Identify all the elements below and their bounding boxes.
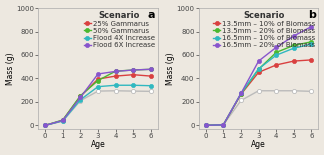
16.5mm – 10% of Biomass <box>257 68 260 70</box>
50% Gammarus <box>61 119 65 121</box>
Y-axis label: Mass (g): Mass (g) <box>166 52 175 85</box>
Flood 4X Increase <box>114 84 118 86</box>
Flood 4X Increase <box>131 84 135 86</box>
16.5mm – 20% of Biomass <box>309 26 313 28</box>
X-axis label: Age: Age <box>91 140 105 149</box>
16.5mm – 20% of Biomass <box>221 124 225 126</box>
25% Gammarus <box>114 75 118 77</box>
50% Gammarus <box>78 95 82 97</box>
13.5mm – 20% of Biomass <box>309 41 313 43</box>
Flood 4X Increase <box>149 85 153 87</box>
13.5mm – 10% of Biomass <box>221 124 225 126</box>
25% Gammarus <box>61 120 65 121</box>
13.5mm – 20% of Biomass <box>257 68 260 70</box>
13.5mm – 10% of Biomass <box>309 59 313 61</box>
16.5mm – 20% of Biomass <box>257 60 260 62</box>
50% Gammarus <box>149 68 153 70</box>
Flood 6X Increase <box>61 120 65 121</box>
50% Gammarus <box>114 70 118 72</box>
16.5mm – 20% of Biomass <box>239 93 243 94</box>
13.5mm – 20% of Biomass <box>239 93 243 95</box>
16.5mm – 10% of Biomass <box>309 43 313 45</box>
16.5mm – 20% of Biomass <box>274 46 278 48</box>
16.5mm – 10% of Biomass <box>292 47 296 49</box>
Y-axis label: Mass (g): Mass (g) <box>6 52 15 85</box>
Line: 13.5mm – 20% of Biomass: 13.5mm – 20% of Biomass <box>204 40 314 127</box>
13.5mm – 20% of Biomass <box>292 44 296 46</box>
50% Gammarus <box>131 69 135 71</box>
Flood 6X Increase <box>131 69 135 71</box>
13.5mm – 20% of Biomass <box>204 124 208 126</box>
X-axis label: Age: Age <box>251 140 266 149</box>
Line: Flood 4X Increase: Flood 4X Increase <box>43 83 153 127</box>
Text: b: b <box>308 11 316 20</box>
Line: 16.5mm – 20% of Biomass: 16.5mm – 20% of Biomass <box>204 24 314 127</box>
16.5mm – 10% of Biomass <box>221 124 225 126</box>
13.5mm – 10% of Biomass <box>274 64 278 66</box>
13.5mm – 10% of Biomass <box>257 71 260 73</box>
16.5mm – 10% of Biomass <box>274 54 278 56</box>
13.5mm – 10% of Biomass <box>239 93 243 95</box>
Legend: 25% Gammarus, 50% Gammarus, Flood 4X Increase, Flood 6X Increase: 25% Gammarus, 50% Gammarus, Flood 4X Inc… <box>83 10 156 49</box>
25% Gammarus <box>96 78 100 80</box>
25% Gammarus <box>43 124 47 126</box>
Flood 6X Increase <box>114 71 118 72</box>
13.5mm – 10% of Biomass <box>204 124 208 126</box>
Flood 6X Increase <box>43 124 47 126</box>
Flood 4X Increase <box>96 86 100 88</box>
16.5mm – 20% of Biomass <box>292 35 296 37</box>
13.5mm – 20% of Biomass <box>221 124 225 126</box>
Flood 4X Increase <box>61 120 65 122</box>
50% Gammarus <box>96 80 100 82</box>
16.5mm – 10% of Biomass <box>239 93 243 94</box>
Legend: 13.5mm – 10% of Biomass, 13.5mm – 20% of Biomass, 16.5mm – 10% of Biomass, 16.5m: 13.5mm – 10% of Biomass, 13.5mm – 20% of… <box>213 10 316 49</box>
Line: Flood 6X Increase: Flood 6X Increase <box>43 67 153 127</box>
Flood 4X Increase <box>78 99 82 101</box>
Line: 13.5mm – 10% of Biomass: 13.5mm – 10% of Biomass <box>204 58 314 127</box>
25% Gammarus <box>78 95 82 97</box>
16.5mm – 20% of Biomass <box>204 124 208 126</box>
Flood 4X Increase <box>43 124 47 126</box>
Line: 16.5mm – 10% of Biomass: 16.5mm – 10% of Biomass <box>204 42 314 127</box>
13.5mm – 20% of Biomass <box>274 51 278 53</box>
50% Gammarus <box>43 124 47 126</box>
Flood 6X Increase <box>96 73 100 75</box>
Line: 25% Gammarus: 25% Gammarus <box>43 73 153 127</box>
16.5mm – 10% of Biomass <box>204 124 208 126</box>
Flood 6X Increase <box>78 97 82 98</box>
Text: a: a <box>148 11 156 20</box>
13.5mm – 10% of Biomass <box>292 60 296 62</box>
25% Gammarus <box>149 75 153 77</box>
25% Gammarus <box>131 74 135 76</box>
Line: 50% Gammarus: 50% Gammarus <box>43 67 153 127</box>
Flood 6X Increase <box>149 68 153 70</box>
